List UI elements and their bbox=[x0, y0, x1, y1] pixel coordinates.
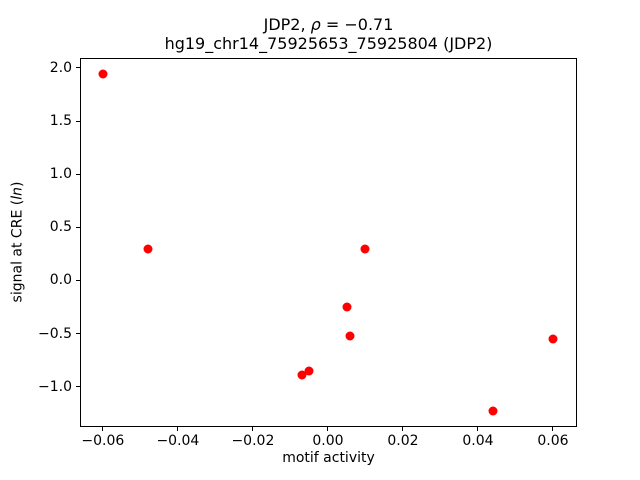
y-tick-label: 1.5 bbox=[49, 113, 72, 130]
y-tick-label: 0.5 bbox=[49, 219, 72, 236]
x-tick-label: 0.06 bbox=[537, 433, 569, 449]
x-tick-mark bbox=[102, 427, 104, 431]
x-tick-label: −0.04 bbox=[156, 433, 200, 449]
y-axis-label-prefix: signal at CRE ( bbox=[9, 199, 26, 303]
x-axis-label: motif activity bbox=[282, 450, 375, 466]
title-rho-symbol: ρ bbox=[310, 15, 321, 34]
y-axis-label-suffix: ) bbox=[9, 181, 26, 188]
data-point bbox=[345, 331, 355, 341]
y-tick-mark bbox=[76, 173, 80, 175]
y-axis-label-ln: ln bbox=[9, 187, 26, 200]
x-tick-label: 0.00 bbox=[312, 433, 344, 449]
chart-title-line2: hg19_chr14_75925653_75925804 (JDP2) bbox=[164, 34, 493, 53]
y-axis-label: signal at CRE (ln) bbox=[10, 182, 27, 303]
y-tick-label: −1.0 bbox=[38, 378, 72, 395]
title-gene: JDP2, bbox=[263, 15, 311, 34]
y-tick-mark bbox=[76, 226, 80, 228]
x-tick-label: −0.02 bbox=[231, 433, 275, 449]
y-tick-mark bbox=[76, 279, 80, 281]
x-tick-label: 0.02 bbox=[387, 433, 419, 449]
y-tick-mark bbox=[76, 120, 80, 122]
x-tick-mark bbox=[552, 427, 554, 431]
x-tick-label: 0.04 bbox=[462, 433, 494, 449]
data-point bbox=[143, 244, 153, 254]
y-tick-mark bbox=[76, 67, 80, 69]
x-tick-mark bbox=[327, 427, 329, 431]
x-tick-mark bbox=[252, 427, 254, 431]
x-tick-mark bbox=[477, 427, 479, 431]
data-point bbox=[488, 406, 498, 416]
y-tick-label: 1.0 bbox=[49, 166, 72, 183]
y-tick-label: 0.0 bbox=[49, 272, 72, 289]
y-tick-label: 2.0 bbox=[49, 59, 72, 76]
data-point bbox=[360, 244, 370, 254]
title-rho-value: = −0.71 bbox=[320, 15, 394, 34]
chart-title-line1: JDP2, ρ = −0.71 bbox=[80, 15, 577, 34]
x-tick-mark bbox=[402, 427, 404, 431]
x-tick-label: −0.06 bbox=[81, 433, 125, 449]
x-tick-mark bbox=[177, 427, 179, 431]
y-tick-mark bbox=[76, 386, 80, 388]
data-point bbox=[548, 334, 558, 344]
data-point bbox=[297, 370, 307, 380]
data-point bbox=[304, 366, 314, 376]
chart-title: JDP2, ρ = −0.71 hg19_chr14_75925653_7592… bbox=[80, 15, 577, 53]
y-tick-label: −0.5 bbox=[38, 325, 72, 342]
plot-area bbox=[80, 58, 577, 427]
y-tick-mark bbox=[76, 333, 80, 335]
data-point bbox=[98, 69, 108, 79]
data-point bbox=[342, 302, 352, 312]
